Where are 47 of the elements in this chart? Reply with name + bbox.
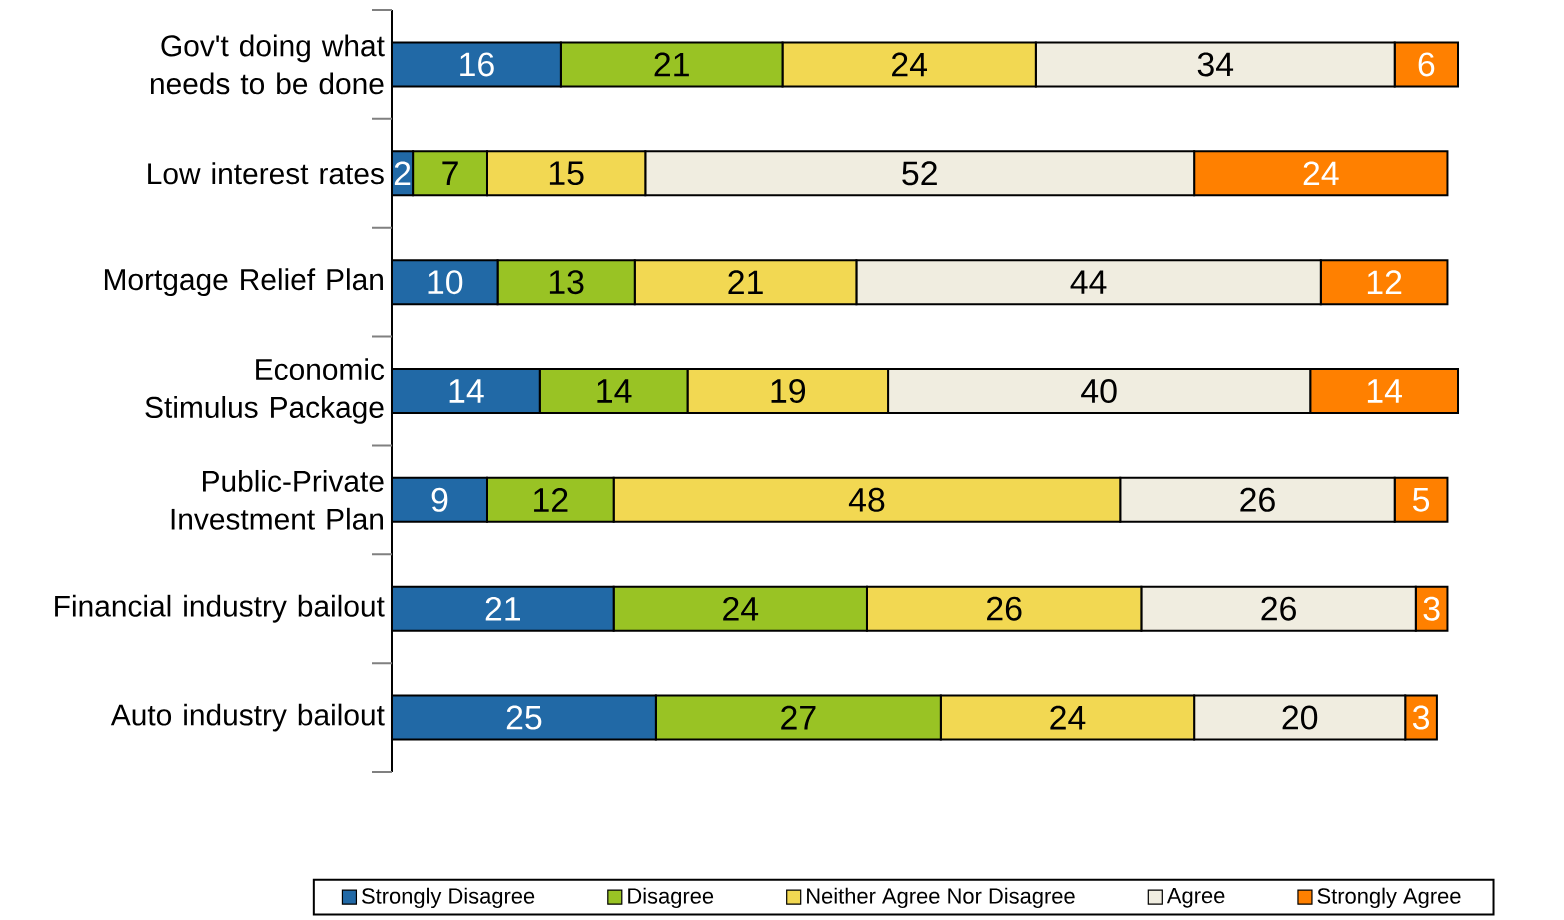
y-tick-label: Auto industry bailout <box>110 703 385 732</box>
data-label: 26 <box>1240 487 1275 512</box>
legend-label: Strongly Agree <box>1317 887 1461 909</box>
y-tick-label: Mortgage Relief Plan <box>104 268 383 297</box>
data-label: 3 <box>1423 596 1440 621</box>
data-label: 21 <box>485 596 520 621</box>
data-label: 26 <box>1261 596 1296 621</box>
data-label: 6 <box>1418 52 1435 77</box>
data-label: 24 <box>1303 161 1339 186</box>
data-label: 20 <box>1282 705 1318 730</box>
data-label: 9 <box>431 487 448 512</box>
data-label: 10 <box>428 270 463 295</box>
data-label: 26 <box>987 596 1022 621</box>
data-label: 15 <box>549 161 584 186</box>
legend-label: Neither Agree Nor Disagree <box>807 887 1075 909</box>
data-label: 14 <box>597 379 632 403</box>
data-label: 40 <box>1081 379 1117 403</box>
data-label: 7 <box>442 161 458 185</box>
data-label: 21 <box>728 270 763 294</box>
legend-label: Agree <box>1166 888 1225 908</box>
data-label: 52 <box>902 161 937 186</box>
data-label: 13 <box>549 270 584 295</box>
data-label: 24 <box>892 52 928 77</box>
y-tick-label: Low interest rates <box>148 162 384 185</box>
data-label: 14 <box>1367 379 1402 403</box>
data-label: 24 <box>1050 705 1086 730</box>
data-label: 12 <box>1367 270 1402 294</box>
data-label: 27 <box>781 705 816 730</box>
data-label: 25 <box>506 705 542 730</box>
legend-label: Disagree <box>628 887 714 909</box>
y-tick-label: Financial industry bailout <box>55 594 385 623</box>
data-label: 48 <box>848 487 885 512</box>
y-tick-label: Public-Private Investment Plan <box>171 469 384 530</box>
data-label: 34 <box>1197 52 1234 77</box>
data-label: 3 <box>1412 705 1429 730</box>
data-label: 44 <box>1070 270 1107 294</box>
data-label: 24 <box>723 596 759 621</box>
legend-label: Strongly Disagree <box>362 887 535 909</box>
data-label: 21 <box>654 52 689 77</box>
data-label: 19 <box>771 379 806 403</box>
y-tick-label: Gov't doing what needs to be done <box>150 34 385 95</box>
data-label: 12 <box>534 488 568 512</box>
data-label: 14 <box>449 379 484 403</box>
data-label: 5 <box>1413 488 1430 512</box>
y-tick-label: Economic Stimulus Package <box>145 358 385 424</box>
data-label: 16 <box>460 52 494 77</box>
data-label: 2 <box>394 161 411 186</box>
